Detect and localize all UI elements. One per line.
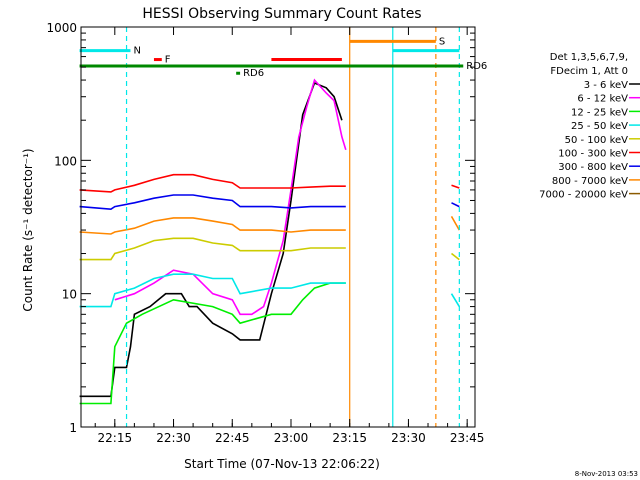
series-line-3 (79, 273, 346, 308)
series-line-2 (79, 282, 346, 405)
legend-entry-5: 100 - 300 keV (558, 149, 628, 160)
x-tick-label-1: 22:30 (156, 431, 191, 445)
series-line-5 (79, 173, 346, 193)
legend-header-decimation: FDecim 1, Att 0 (550, 66, 628, 77)
legend-entry-2: 12 - 25 keV (571, 107, 628, 118)
flag-label-0: N (133, 46, 140, 57)
legend-entry-1: 6 - 12 keV (577, 94, 628, 105)
legend-header-detectors: Det 1,3,5,6,7,9, (550, 52, 628, 63)
flag-label-2: F (165, 55, 171, 66)
series-line-1 (114, 78, 347, 316)
legend: Det 1,3,5,6,7,9, FDecim 1, Att 0 3 - 6 k… (539, 52, 640, 201)
x-tick-label-6: 23:45 (450, 431, 485, 445)
x-tick-label-2: 22:45 (215, 431, 250, 445)
legend-entry-7: 800 - 7000 keV (552, 176, 628, 187)
axis-layer: 22:15 22:30 22:45 23:00 23:15 23:30 23:45 1 10 10… (46, 21, 484, 445)
flag-label-4: S (439, 36, 445, 47)
series-line-4 (79, 237, 346, 261)
y-tick-label-1: 10 (62, 288, 77, 302)
legend-entry-0: 3 - 6 keV (584, 80, 628, 91)
after-gap-line-3 (451, 252, 460, 261)
flag-label-5: RD6 (466, 61, 487, 72)
y-tick-label-3: 1000 (46, 21, 77, 35)
flag-label-6: RD6 (243, 68, 264, 79)
after-gap-line-4 (450, 293, 460, 308)
x-tick-label-0: 22:15 (98, 431, 133, 445)
legend-entry-3: 25 - 50 keV (571, 121, 628, 132)
after-gap-line-2 (450, 216, 460, 231)
series-line-6 (79, 194, 346, 211)
x-tick-label-5: 23:30 (391, 431, 426, 445)
y-tick-label-0: 1 (69, 421, 77, 435)
legend-entry-8: 7000 - 20000 keV (539, 190, 628, 201)
y-axis-label: Count Rate (s⁻¹ detector⁻¹) (21, 148, 35, 311)
chart-title: HESSI Observing Summary Count Rates (142, 6, 421, 22)
x-tick-label-4: 23:15 (332, 431, 367, 445)
series-line-7 (79, 217, 346, 235)
generated-timestamp: 8-Nov-2013 03:53 (575, 470, 638, 478)
after-gap-line-0 (451, 184, 460, 189)
plot-frame (80, 26, 476, 428)
series-line-0 (79, 81, 343, 398)
after-gap-line-1 (451, 202, 460, 208)
plot-layer: N F S RD6 RD6 (79, 27, 487, 427)
legend-entry-6: 300 - 800 keV (558, 162, 628, 173)
y-tick-label-2: 100 (54, 154, 77, 168)
legend-entry-4: 50 - 100 keV (565, 135, 629, 146)
x-tick-label-3: 23:00 (274, 431, 309, 445)
x-axis-label: Start Time (07-Nov-13 22:06:22) (184, 457, 380, 471)
